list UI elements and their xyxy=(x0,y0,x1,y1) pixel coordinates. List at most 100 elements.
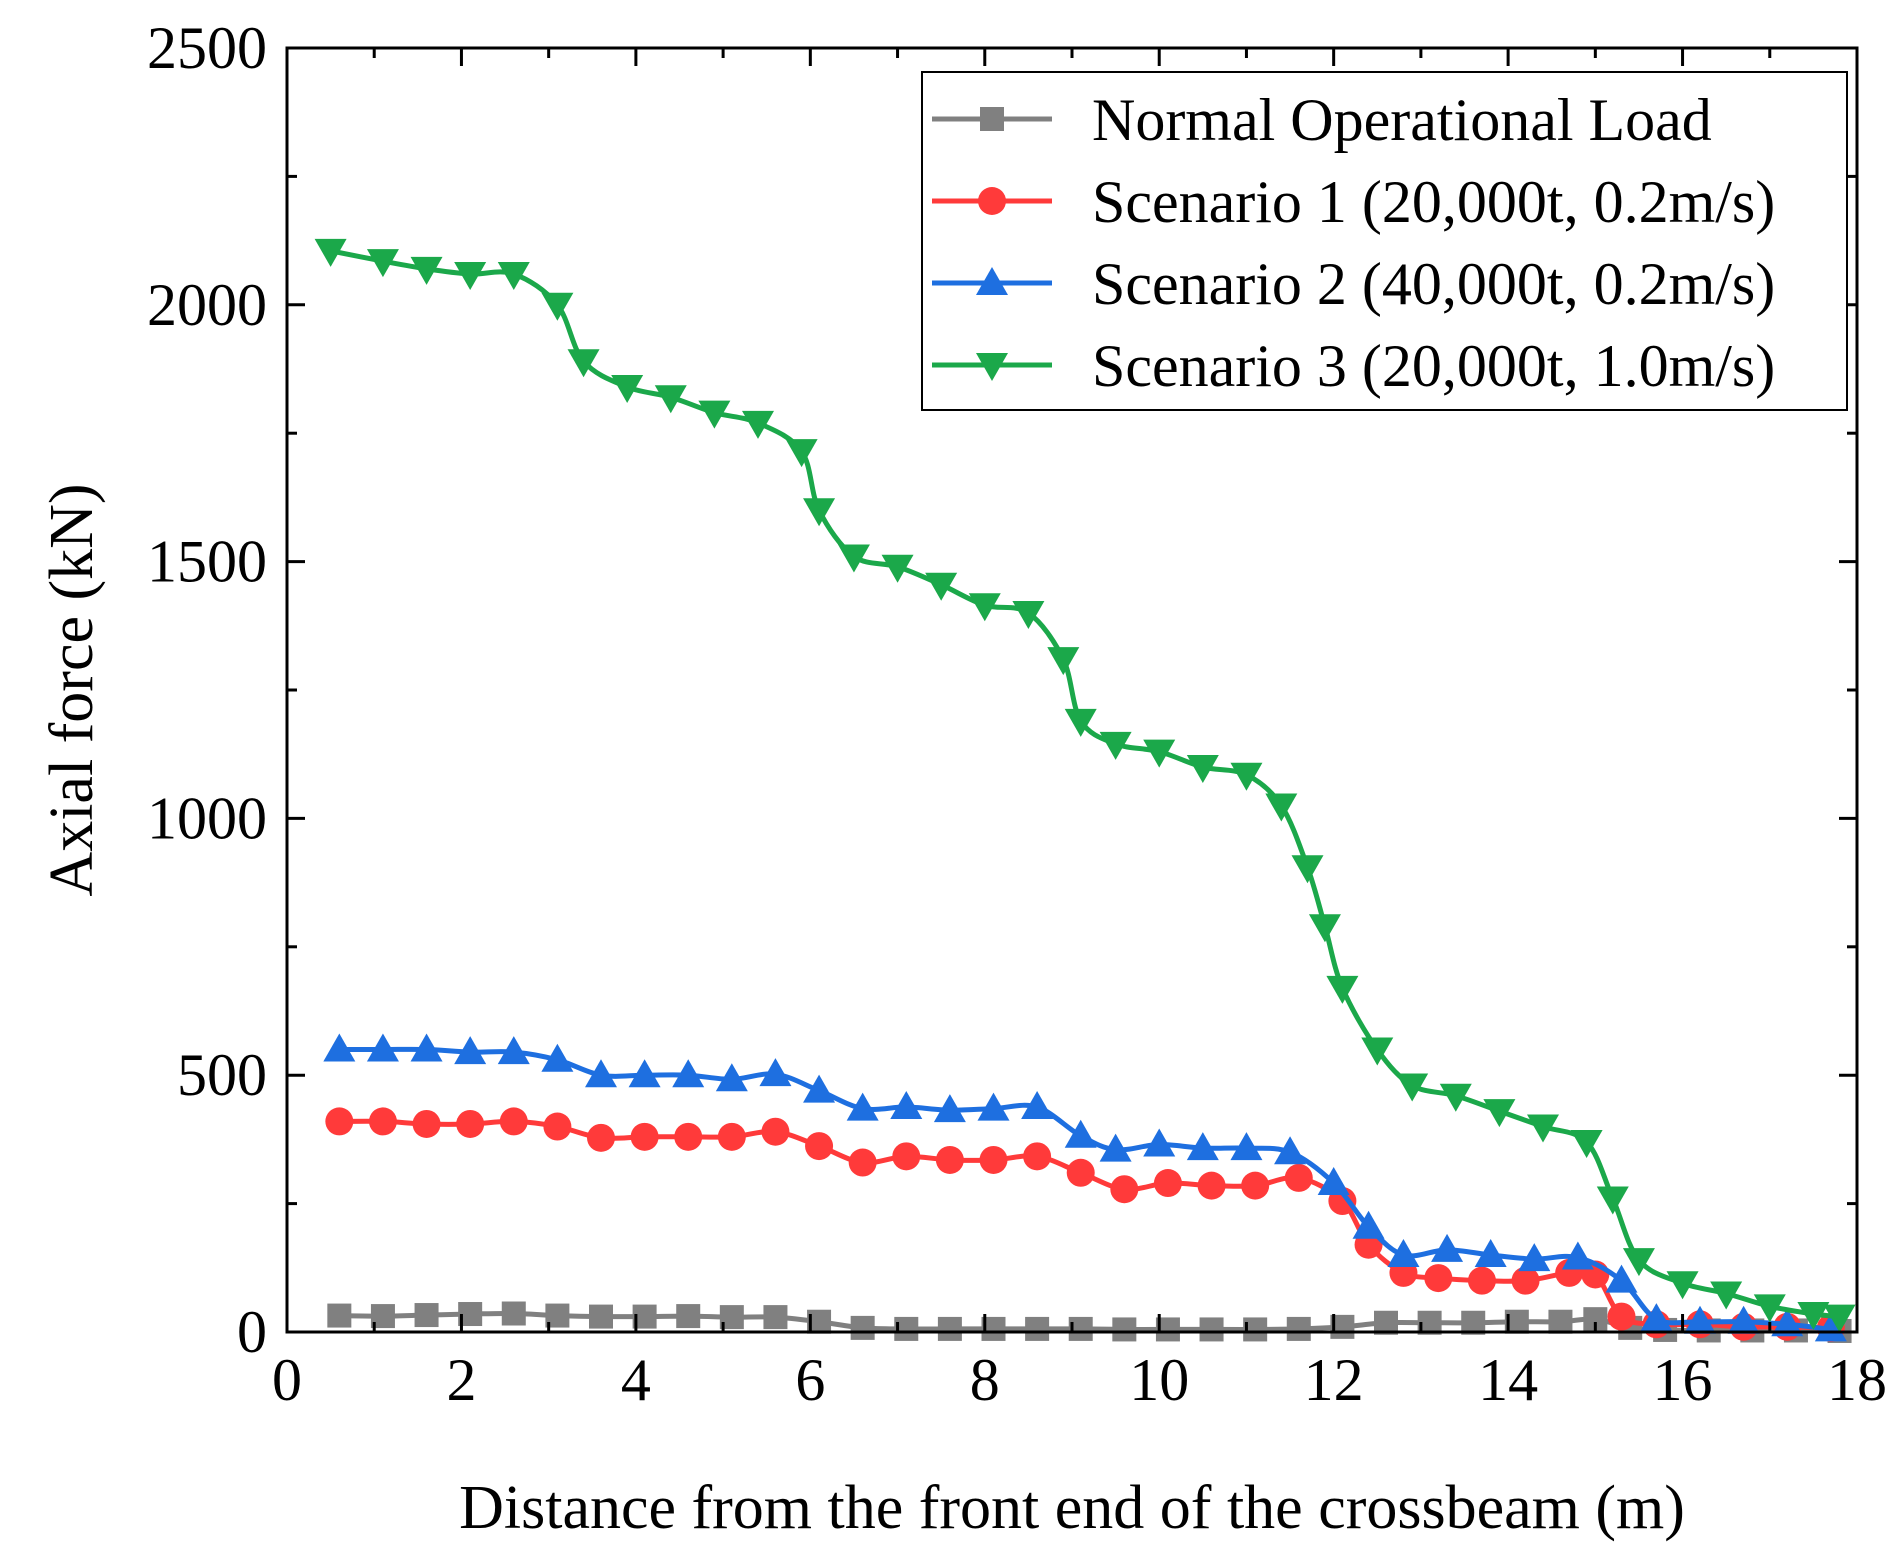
data-point xyxy=(1284,1163,1313,1192)
data-point xyxy=(715,1063,748,1092)
data-point xyxy=(803,1074,836,1103)
data-point xyxy=(1064,708,1097,737)
data-point xyxy=(541,292,574,321)
data-point xyxy=(414,1303,439,1328)
legend-marker xyxy=(976,353,1008,381)
data-point xyxy=(848,1148,877,1177)
data-point xyxy=(837,544,870,573)
series-2 xyxy=(325,1107,1845,1342)
data-point xyxy=(881,554,914,583)
data-point xyxy=(412,1109,441,1138)
data-point xyxy=(1431,1233,1464,1262)
data-point xyxy=(805,1132,834,1161)
data-point xyxy=(1518,1243,1551,1272)
data-point xyxy=(366,249,399,278)
data-point xyxy=(1814,1313,1847,1342)
data-point xyxy=(630,1122,659,1151)
data-point xyxy=(925,572,958,601)
data-point xyxy=(1797,1302,1830,1331)
data-point xyxy=(567,349,600,378)
data-point xyxy=(499,1107,528,1136)
data-point xyxy=(456,1109,485,1138)
data-point xyxy=(1710,1281,1743,1310)
data-point xyxy=(585,1059,617,1088)
data-point xyxy=(1286,1316,1311,1341)
data-point xyxy=(1241,1171,1270,1200)
data-point xyxy=(1025,1316,1050,1341)
data-point xyxy=(366,1033,399,1062)
data-point xyxy=(654,385,687,414)
data-point xyxy=(1274,1136,1307,1165)
data-point xyxy=(323,1033,356,1062)
x-tick-label: 4 xyxy=(621,1347,651,1413)
data-point xyxy=(846,1092,879,1121)
data-point xyxy=(1396,1073,1429,1102)
data-point xyxy=(1684,1305,1716,1334)
data-point xyxy=(1424,1264,1453,1293)
data-point xyxy=(543,1112,572,1141)
data-point xyxy=(1727,1305,1760,1334)
data-point xyxy=(1511,1266,1540,1295)
y-tick-label: 2500 xyxy=(147,15,267,81)
series-3 xyxy=(323,1033,1847,1342)
data-point xyxy=(698,400,731,429)
data-point xyxy=(454,1036,487,1065)
x-tick-label: 10 xyxy=(1129,1347,1189,1413)
data-point xyxy=(410,256,443,285)
data-point xyxy=(1186,755,1219,784)
data-point xyxy=(1047,647,1080,676)
legend-entry-label: Normal Operational Load xyxy=(1092,87,1712,153)
legend-entry-label: Scenario 3 (20,000t, 1.0m/s) xyxy=(1092,333,1775,399)
data-point xyxy=(742,410,774,439)
data-point xyxy=(1265,793,1298,822)
data-point xyxy=(717,1122,746,1151)
data-point xyxy=(1439,1083,1472,1112)
data-point xyxy=(1064,1119,1097,1148)
x-axis-title: Distance from the front end of the cross… xyxy=(459,1474,1685,1542)
data-point xyxy=(1308,914,1341,943)
series-4 xyxy=(314,238,1856,1333)
data-point xyxy=(935,1145,964,1174)
x-tick-label: 2 xyxy=(446,1347,476,1413)
data-point xyxy=(785,439,818,468)
data-point xyxy=(937,1316,962,1341)
data-point xyxy=(1527,1114,1559,1143)
data-point xyxy=(1099,731,1132,760)
legend-marker xyxy=(976,267,1008,295)
data-point xyxy=(1474,1238,1507,1267)
data-point xyxy=(803,498,836,527)
y-tick-label: 2000 xyxy=(147,272,267,338)
x-tick-label: 8 xyxy=(970,1347,1000,1413)
data-point xyxy=(1099,1133,1132,1162)
data-point xyxy=(1387,1238,1420,1267)
plot-series xyxy=(314,238,1856,1343)
x-tick-label: 14 xyxy=(1478,1347,1538,1413)
data-point xyxy=(1021,1091,1054,1120)
data-point xyxy=(1023,1142,1052,1171)
x-tick-label: 18 xyxy=(1827,1347,1887,1413)
data-point xyxy=(850,1315,875,1340)
x-tick-label: 0 xyxy=(272,1347,302,1413)
data-point xyxy=(1753,1294,1786,1323)
data-point xyxy=(368,1107,397,1136)
y-tick-label: 1000 xyxy=(147,785,267,851)
data-point xyxy=(314,238,347,267)
data-point xyxy=(892,1142,921,1171)
data-point xyxy=(1352,1210,1385,1239)
data-point xyxy=(1548,1309,1573,1334)
data-point xyxy=(1186,1132,1219,1161)
data-point xyxy=(759,1058,792,1087)
data-point xyxy=(1483,1099,1516,1128)
legend: Normal Operational Load Scenario 1 (20,00… xyxy=(921,71,1848,411)
data-point xyxy=(501,1301,526,1326)
data-point xyxy=(674,1122,703,1151)
data-point xyxy=(977,1092,1010,1121)
x-tick-label: 12 xyxy=(1304,1347,1364,1413)
data-point xyxy=(497,261,530,290)
data-point xyxy=(454,261,487,290)
data-point xyxy=(1230,762,1263,791)
legend-marker xyxy=(978,187,1006,215)
data-point xyxy=(1143,739,1176,768)
data-point xyxy=(676,1304,701,1329)
